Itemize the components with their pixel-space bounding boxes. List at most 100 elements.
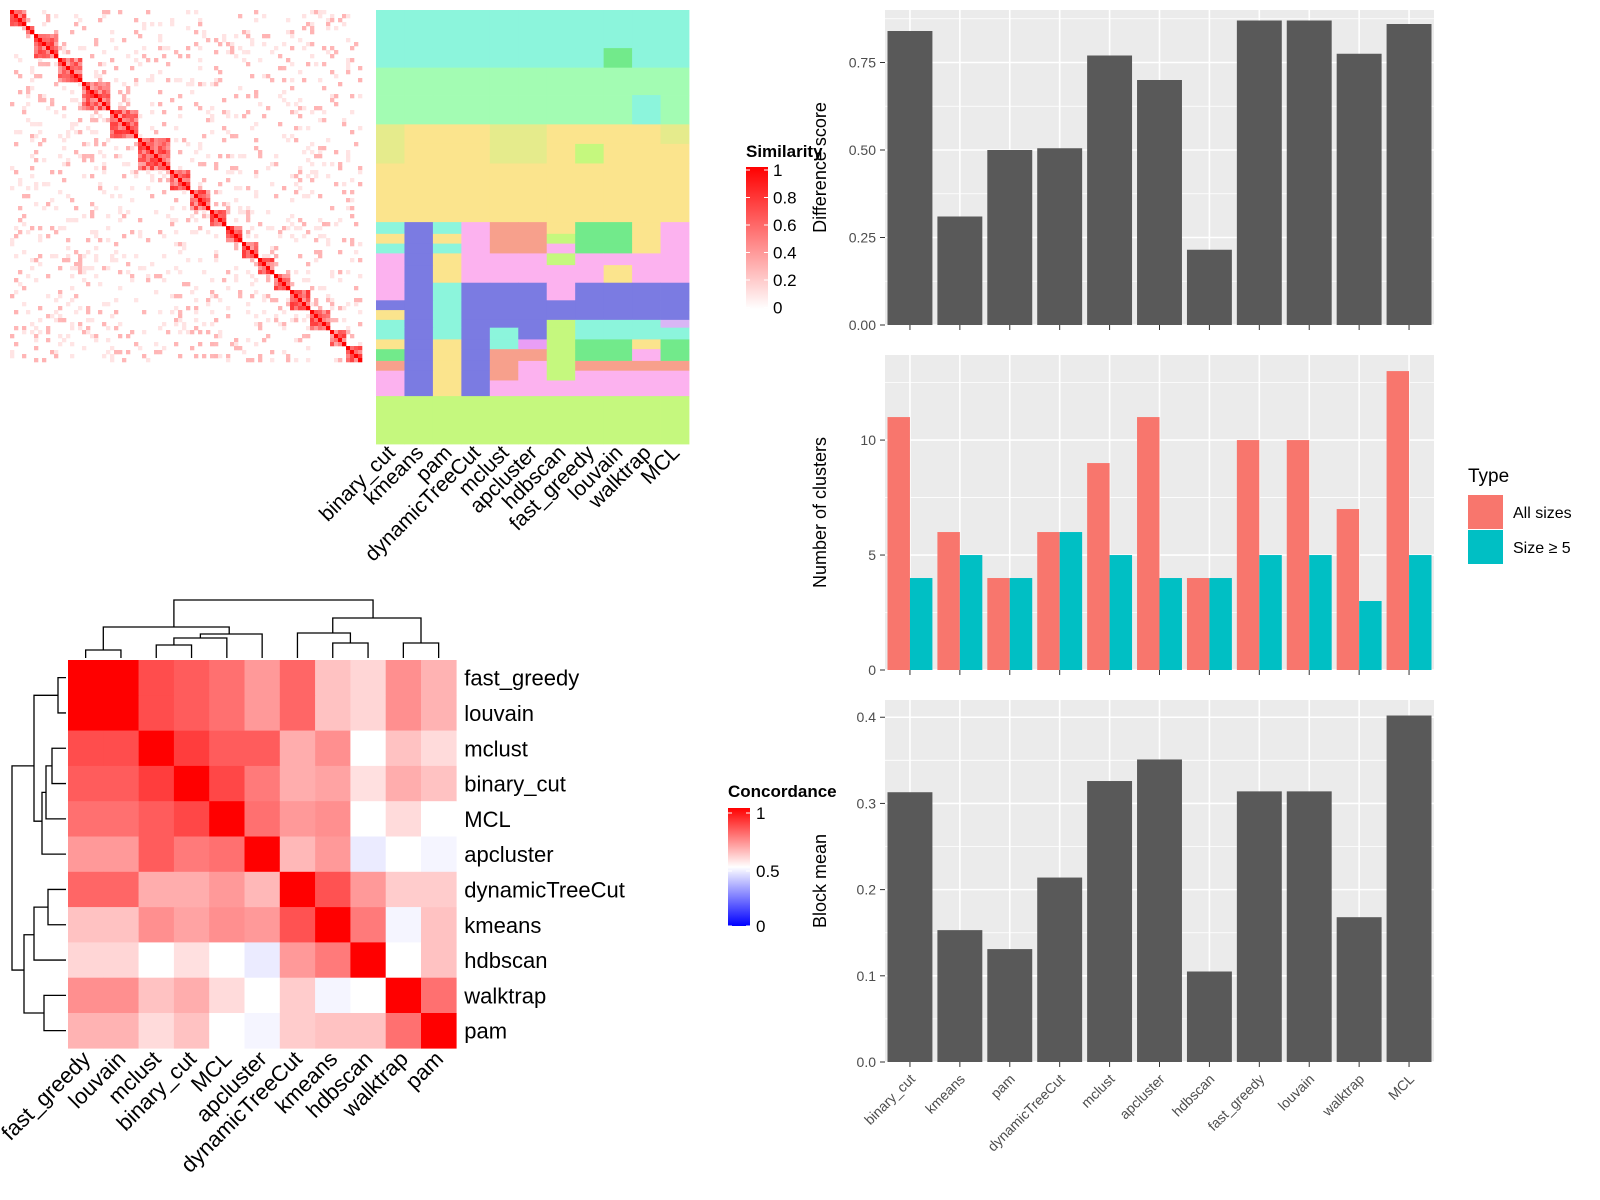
assignment-cell <box>660 282 690 301</box>
similarity-cell <box>350 190 355 195</box>
similarity-cell <box>158 142 163 147</box>
similarity-cell <box>258 270 263 275</box>
similarity-cell <box>290 222 295 227</box>
concordance-cell <box>385 1013 422 1049</box>
similarity-cell <box>178 166 183 171</box>
similarity-cell <box>86 266 91 271</box>
similarity-cell <box>14 290 19 295</box>
similarity-cell <box>58 226 63 231</box>
similarity-cell <box>262 34 267 39</box>
concordance-cell <box>103 765 139 802</box>
similarity-cell <box>318 14 323 19</box>
similarity-cell <box>38 122 43 127</box>
assignment-cell <box>376 95 405 125</box>
similarity-cell <box>178 170 183 175</box>
similarity-cell <box>38 234 43 239</box>
similarity-cell <box>214 318 219 323</box>
similarity-cell <box>174 342 179 347</box>
similarity-cell <box>266 334 271 339</box>
similarity-cell <box>302 290 307 295</box>
similarity-cell <box>214 50 219 55</box>
similarity-cell <box>34 338 39 343</box>
similarity-cell <box>114 350 119 355</box>
similarity-cell <box>178 186 183 191</box>
bar-pam-series-0 <box>987 578 1010 670</box>
assignment-cell <box>518 124 548 145</box>
similarity-cell <box>266 270 271 275</box>
bar-MCL-series-1 <box>1409 555 1432 670</box>
bar-kmeans-series-1 <box>959 555 983 670</box>
concordance-dendrograms <box>11 599 440 1032</box>
similarity-cell <box>282 42 287 47</box>
concordance-cell <box>385 765 422 802</box>
concordance-cell <box>350 977 386 1014</box>
similarity-cell <box>34 182 39 187</box>
similarity-cell <box>358 274 363 279</box>
similarity-cell <box>82 278 87 283</box>
similarity-cell <box>218 330 223 335</box>
similarity-cell <box>282 310 287 315</box>
similarity-cell <box>190 190 195 195</box>
similarity-cell <box>90 90 95 95</box>
similarity-cell <box>154 150 159 155</box>
similarity-cell <box>330 334 335 339</box>
similarity-cell <box>338 358 343 363</box>
similarity-cell <box>358 342 363 347</box>
similarity-cell <box>214 38 219 43</box>
similarity-cell <box>186 178 191 183</box>
similarity-cell <box>194 218 199 223</box>
concordance-cell <box>138 730 175 767</box>
similarity-cell <box>58 78 63 83</box>
similarity-cell <box>162 110 167 115</box>
assignment-cell <box>632 319 661 329</box>
similarity-cell <box>18 22 23 27</box>
concordance-cell <box>209 942 245 978</box>
concordance-cell <box>244 942 281 978</box>
assignment-cell <box>660 310 690 321</box>
similarity-cell <box>150 102 155 107</box>
concordance-cell <box>279 977 316 1014</box>
similarity-cell <box>294 314 299 319</box>
similarity-cell <box>218 354 223 359</box>
similarity-cell <box>334 94 339 99</box>
similarity-cell <box>122 358 127 363</box>
similarity-cell <box>122 118 127 123</box>
bar-apcluster <box>1137 80 1182 325</box>
concordance-cell <box>68 942 104 978</box>
assignment-cell <box>518 310 548 321</box>
concordance-cell <box>103 977 139 1014</box>
similarity-cell <box>190 230 195 235</box>
similarity-cell <box>242 154 247 159</box>
dendrogram-branch <box>173 637 228 658</box>
similarity-cell <box>242 242 247 247</box>
similarity-cell <box>166 170 171 175</box>
dendrogram-branch <box>41 791 66 855</box>
bar-louvain <box>1286 791 1332 1062</box>
similarity-cell <box>46 14 51 19</box>
similarity-cell <box>338 342 343 347</box>
assignment-cell <box>376 253 405 266</box>
similarity-cell <box>118 218 123 223</box>
similarity-cell <box>58 154 63 159</box>
similarity-cell <box>166 270 171 275</box>
similarity-cell <box>94 98 99 103</box>
similarity-cell <box>82 174 87 179</box>
similarity-cell <box>58 70 63 75</box>
similarity-cell <box>78 66 83 71</box>
concordance-cell <box>138 695 175 731</box>
similarity-cell <box>22 302 27 307</box>
assignment-cell <box>575 253 605 266</box>
assignment-cell <box>518 319 548 329</box>
concordance-cell <box>279 730 316 767</box>
similarity-cell <box>202 270 207 275</box>
similarity-cell <box>78 306 83 311</box>
similarity-cell <box>346 270 351 275</box>
similarity-cell <box>194 210 199 215</box>
similarity-cell <box>138 162 143 167</box>
similarity-cell <box>302 306 307 311</box>
similarity-cell <box>234 274 239 279</box>
assignment-cell <box>546 380 576 397</box>
similarity-cell <box>114 326 119 331</box>
assignment-cell <box>575 339 605 350</box>
